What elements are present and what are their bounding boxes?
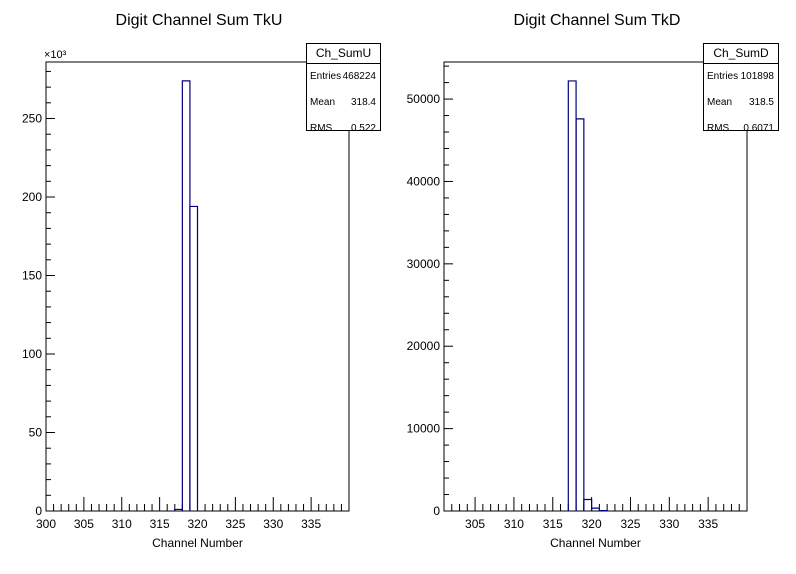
x-tick-label: 320	[582, 517, 602, 531]
x-tick-label: 315	[150, 517, 170, 531]
histogram-bin	[575, 118, 585, 511]
histogram-pad-tkd: Digit Channel Sum TkD 305 310 315 320 325 330…	[398, 0, 796, 574]
histogram-bin	[567, 80, 577, 511]
y-tick-label: 200	[22, 190, 42, 204]
stats-rms-label: RMS	[707, 123, 730, 134]
stats-entries-value: 101898	[740, 71, 774, 82]
x-tick-label: 310	[504, 517, 524, 531]
y-tick-label: 20000	[407, 339, 441, 353]
x-axis-label: Channel Number	[152, 536, 243, 550]
y-tick-label: 150	[22, 269, 42, 283]
stats-name: Ch_SumD	[704, 44, 778, 64]
x-tick-label: 330	[659, 517, 679, 531]
x-tick-label: 300	[36, 517, 56, 531]
x-tick-label: 335	[698, 517, 718, 531]
y-tick-label: 100	[22, 347, 42, 361]
x-tick-label: 315	[543, 517, 563, 531]
x-axis-label: Channel Number	[550, 536, 641, 550]
y-tick-label: 40000	[407, 174, 441, 188]
x-tick-label: 335	[301, 517, 321, 531]
histogram-bin	[591, 507, 600, 511]
plot-frame	[443, 61, 748, 512]
stats-entries-value: 468224	[342, 71, 376, 82]
stats-entries-label: Entries	[707, 71, 739, 82]
stats-box: Ch_SumD Entries 101898 Mean 318.5 RMS 0.607…	[703, 43, 779, 134]
y-tick-label: 50	[29, 426, 43, 440]
stats-box: Ch_SumU Entries 468224 Mean 318.4 RMS 0.522	[306, 43, 381, 134]
histogram-bin	[181, 80, 191, 511]
stats-rms-label: RMS	[310, 123, 333, 134]
y-tick-label: 50000	[407, 92, 441, 106]
x-tick-label: 310	[112, 517, 132, 531]
stats-rms-value: 0.522	[350, 123, 376, 134]
histogram-bin	[189, 205, 199, 511]
stats-entries-label: Entries	[310, 71, 342, 82]
stats-mean-value: 318.4	[350, 97, 376, 108]
x-tick-label: 305	[465, 517, 485, 531]
chart-title: Digit Channel Sum TkD	[513, 12, 681, 29]
x-tick-label: 305	[74, 517, 94, 531]
chart-title: Digit Channel Sum TkU	[115, 12, 283, 29]
stats-mean-value: 318.5	[748, 97, 774, 108]
histogram-pad-tku: Digit Channel Sum TkU 300 305 310 315 320 325…	[22, 12, 381, 550]
y-tick-label: 10000	[407, 422, 441, 436]
y-tick-label: 0	[433, 504, 440, 518]
histogram-bin	[583, 498, 593, 511]
y-exponent-label: ×10³	[44, 49, 67, 61]
x-tick-label: 325	[225, 517, 245, 531]
histogram-plot-tkd: 305 310 315 320 325 330 335 0 10000 20000 30000 400…	[407, 61, 748, 550]
stats-rms-value: 0.6071	[743, 123, 774, 134]
histogram-plot-tku: 300 305 310 315 320 325 330 335 0 50 100 150 200 250 ×…	[22, 49, 350, 550]
stats-mean-label: Mean	[310, 97, 336, 108]
stats-name: Ch_SumU	[307, 44, 380, 64]
x-tick-label: 330	[263, 517, 283, 531]
y-tick-label: 250	[22, 112, 42, 126]
stats-mean-label: Mean	[707, 97, 733, 108]
y-tick-label: 0	[35, 504, 42, 518]
y-tick-label: 30000	[407, 257, 441, 271]
x-tick-label: 325	[620, 517, 640, 531]
x-tick-label: 320	[187, 517, 207, 531]
